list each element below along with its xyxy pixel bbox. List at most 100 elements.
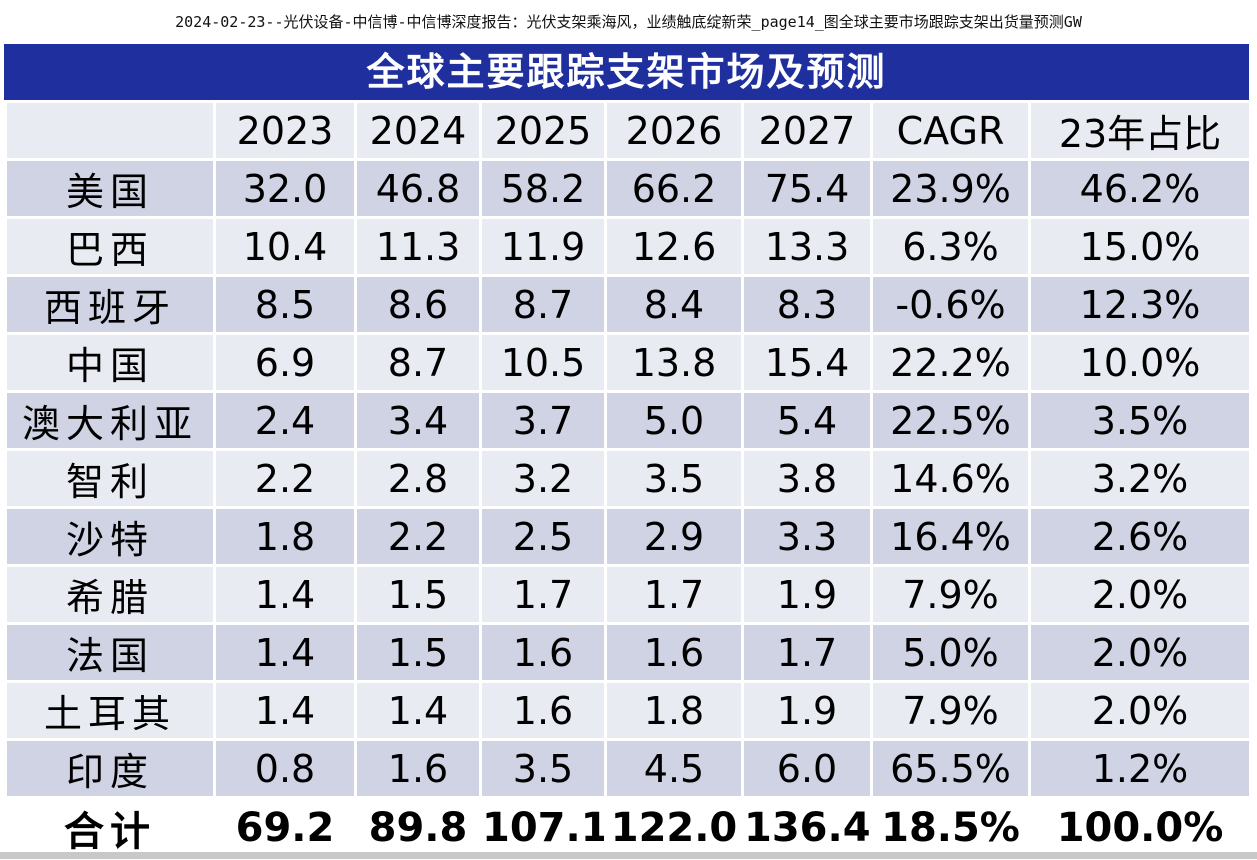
- cell-2026: 3.5: [607, 451, 741, 506]
- cell-2024: 1.4: [357, 683, 479, 738]
- cell-2025: 10.5: [482, 335, 604, 390]
- cell-share: 2.0%: [1031, 683, 1249, 738]
- cell-cagr: 5.0%: [873, 625, 1028, 680]
- cell-2025: 2.5: [482, 509, 604, 564]
- cell-region: 澳大利亚: [7, 393, 213, 448]
- cell-2027: 1.9: [744, 683, 870, 738]
- cell-share: 12.3%: [1031, 277, 1249, 332]
- cell-2023: 1.4: [216, 567, 354, 622]
- document-caption: 2024-02-23--光伏设备-中信博-中信博深度报告：光伏支架乘海风，业绩触…: [175, 13, 1082, 31]
- cell-region: 印度: [7, 741, 213, 796]
- total-cell-2024: 89.8: [357, 799, 479, 857]
- cell-2023: 2.2: [216, 451, 354, 506]
- cell-2027: 75.4: [744, 161, 870, 216]
- total-cell-2025: 107.1: [482, 799, 604, 857]
- header-cell-2027: 2027: [744, 103, 870, 158]
- header-cell-2024: 2024: [357, 103, 479, 158]
- table-row: 澳大利亚 2.4 3.4 3.7 5.0 5.4 22.5% 3.5%: [7, 393, 1249, 448]
- cell-cagr: 6.3%: [873, 219, 1028, 274]
- cell-2023: 1.8: [216, 509, 354, 564]
- cell-2023: 2.4: [216, 393, 354, 448]
- cell-2025: 3.2: [482, 451, 604, 506]
- cell-2027: 3.3: [744, 509, 870, 564]
- table-row: 巴西 10.4 11.3 11.9 12.6 13.3 6.3% 15.0%: [7, 219, 1249, 274]
- cell-cagr: -0.6%: [873, 277, 1028, 332]
- cell-2025: 3.7: [482, 393, 604, 448]
- cell-2025: 3.5: [482, 741, 604, 796]
- cell-2023: 32.0: [216, 161, 354, 216]
- cell-region: 美国: [7, 161, 213, 216]
- cell-2026: 4.5: [607, 741, 741, 796]
- header-row: 2023 2024 2025 2026 2027 CAGR 23年占比: [7, 103, 1249, 158]
- total-cell-cagr: 18.5%: [873, 799, 1028, 857]
- cell-cagr: 65.5%: [873, 741, 1028, 796]
- cell-region: 沙特: [7, 509, 213, 564]
- cell-2025: 1.6: [482, 625, 604, 680]
- cell-2025: 8.7: [482, 277, 604, 332]
- cell-cagr: 16.4%: [873, 509, 1028, 564]
- cell-region: 巴西: [7, 219, 213, 274]
- cell-region: 中国: [7, 335, 213, 390]
- table-row: 沙特 1.8 2.2 2.5 2.9 3.3 16.4% 2.6%: [7, 509, 1249, 564]
- cell-2024: 1.5: [357, 567, 479, 622]
- cell-2026: 12.6: [607, 219, 741, 274]
- cell-2026: 66.2: [607, 161, 741, 216]
- table-row: 智利 2.2 2.8 3.2 3.5 3.8 14.6% 3.2%: [7, 451, 1249, 506]
- data-grid: 2023 2024 2025 2026 2027 CAGR 23年占比 美国 32…: [4, 100, 1252, 860]
- cell-cagr: 22.2%: [873, 335, 1028, 390]
- cell-2026: 5.0: [607, 393, 741, 448]
- table-title: 全球主要跟踪支架市场及预测: [4, 44, 1249, 100]
- header-cell-cagr: CAGR: [873, 103, 1028, 158]
- cell-2025: 1.7: [482, 567, 604, 622]
- total-cell-share: 100.0%: [1031, 799, 1249, 857]
- cell-2024: 1.6: [357, 741, 479, 796]
- cell-2027: 1.7: [744, 625, 870, 680]
- cell-2023: 1.4: [216, 625, 354, 680]
- cell-share: 46.2%: [1031, 161, 1249, 216]
- table-row: 希腊 1.4 1.5 1.7 1.7 1.9 7.9% 2.0%: [7, 567, 1249, 622]
- cell-share: 3.5%: [1031, 393, 1249, 448]
- cell-2024: 8.7: [357, 335, 479, 390]
- cell-2025: 1.6: [482, 683, 604, 738]
- header-cell-2025: 2025: [482, 103, 604, 158]
- cell-2024: 11.3: [357, 219, 479, 274]
- cell-2026: 1.7: [607, 567, 741, 622]
- cell-2027: 6.0: [744, 741, 870, 796]
- header-cell-label: [7, 103, 213, 158]
- cell-share: 2.0%: [1031, 567, 1249, 622]
- cell-2024: 46.8: [357, 161, 479, 216]
- cell-2024: 2.2: [357, 509, 479, 564]
- table-row: 美国 32.0 46.8 58.2 66.2 75.4 23.9% 46.2%: [7, 161, 1249, 216]
- cell-cagr: 22.5%: [873, 393, 1028, 448]
- cell-2023: 10.4: [216, 219, 354, 274]
- cell-cagr: 14.6%: [873, 451, 1028, 506]
- cell-2024: 2.8: [357, 451, 479, 506]
- cell-2027: 8.3: [744, 277, 870, 332]
- cell-2027: 1.9: [744, 567, 870, 622]
- cell-region: 智利: [7, 451, 213, 506]
- cell-cagr: 7.9%: [873, 683, 1028, 738]
- total-row: 合计 69.2 89.8 107.1 122.0 136.4 18.5% 100.0%: [7, 799, 1249, 857]
- cell-2025: 11.9: [482, 219, 604, 274]
- table-row: 印度 0.8 1.6 3.5 4.5 6.0 65.5% 1.2%: [7, 741, 1249, 796]
- cell-region: 西班牙: [7, 277, 213, 332]
- cell-share: 10.0%: [1031, 335, 1249, 390]
- cell-region: 希腊: [7, 567, 213, 622]
- header-cell-2023: 2023: [216, 103, 354, 158]
- header-cell-share: 23年占比: [1031, 103, 1249, 158]
- cell-2027: 15.4: [744, 335, 870, 390]
- forecast-table: 全球主要跟踪支架市场及预测 2023 2024 2025 2026 2027 C…: [4, 44, 1252, 860]
- cell-share: 15.0%: [1031, 219, 1249, 274]
- table-row: 中国 6.9 8.7 10.5 13.8 15.4 22.2% 10.0%: [7, 335, 1249, 390]
- cell-share: 2.6%: [1031, 509, 1249, 564]
- cell-2024: 1.5: [357, 625, 479, 680]
- table-row: 土耳其 1.4 1.4 1.6 1.8 1.9 7.9% 2.0%: [7, 683, 1249, 738]
- cell-2026: 8.4: [607, 277, 741, 332]
- cell-2027: 3.8: [744, 451, 870, 506]
- cell-2023: 6.9: [216, 335, 354, 390]
- cell-2024: 3.4: [357, 393, 479, 448]
- table-row: 西班牙 8.5 8.6 8.7 8.4 8.3 -0.6% 12.3%: [7, 277, 1249, 332]
- cell-2025: 58.2: [482, 161, 604, 216]
- total-cell-2023: 69.2: [216, 799, 354, 857]
- table-body: 美国 32.0 46.8 58.2 66.2 75.4 23.9% 46.2% 巴西 10.4 11…: [7, 161, 1249, 857]
